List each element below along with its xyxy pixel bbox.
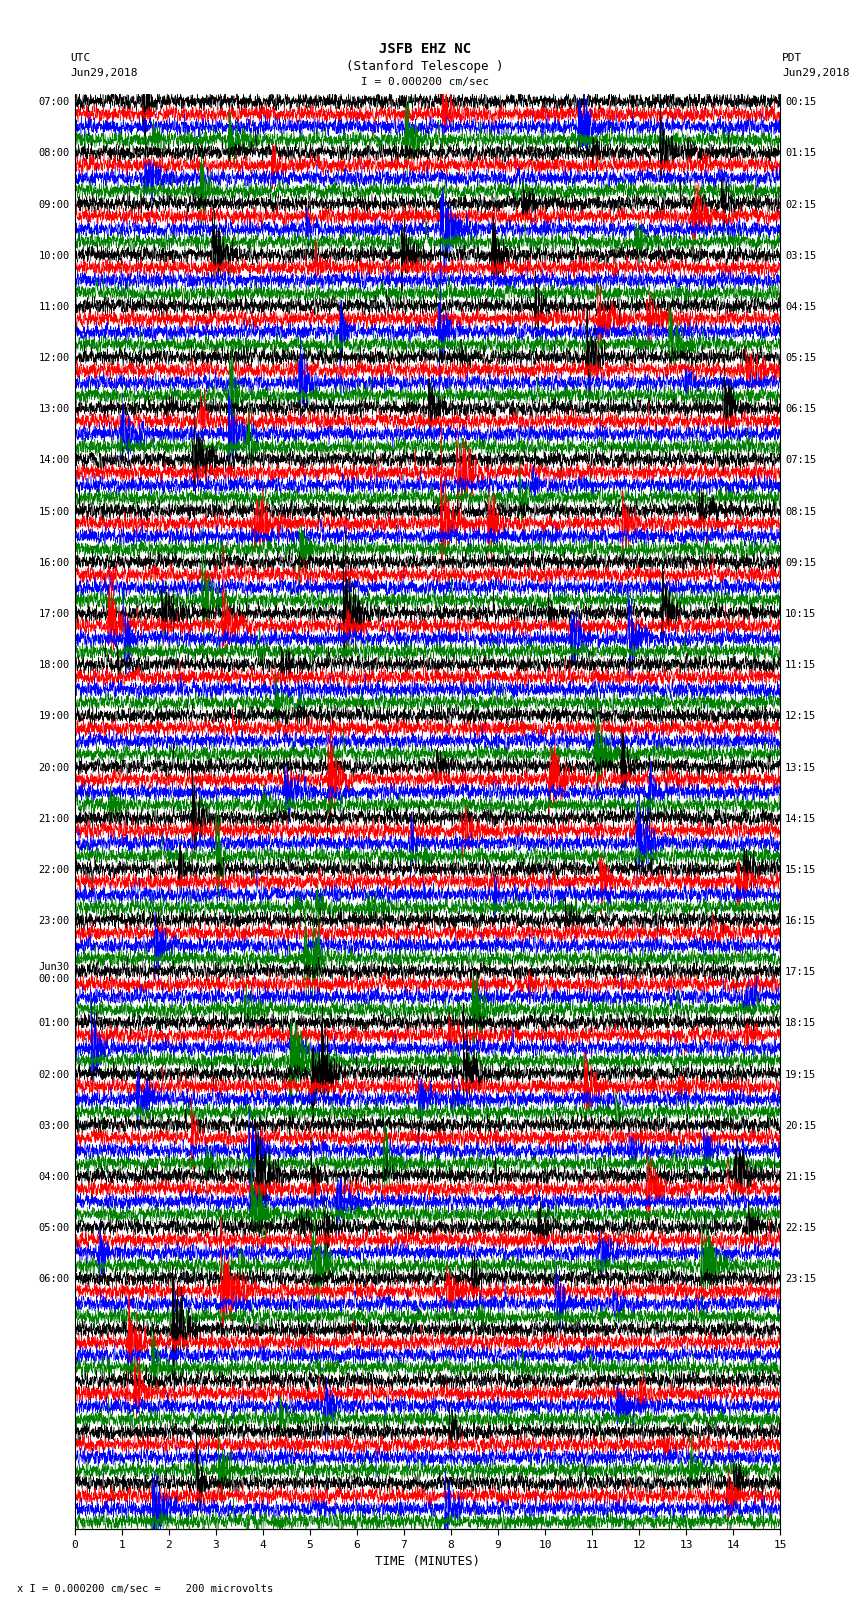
- Text: JSFB EHZ NC: JSFB EHZ NC: [379, 42, 471, 56]
- Text: Jun29,2018: Jun29,2018: [71, 68, 138, 77]
- Text: (Stanford Telescope ): (Stanford Telescope ): [346, 60, 504, 73]
- Text: PDT: PDT: [782, 53, 802, 63]
- Text: UTC: UTC: [71, 53, 91, 63]
- Text: I = 0.000200 cm/sec: I = 0.000200 cm/sec: [361, 77, 489, 87]
- Text: Jun29,2018: Jun29,2018: [782, 68, 849, 77]
- X-axis label: TIME (MINUTES): TIME (MINUTES): [375, 1555, 480, 1568]
- Text: x I = 0.000200 cm/sec =    200 microvolts: x I = 0.000200 cm/sec = 200 microvolts: [17, 1584, 273, 1594]
